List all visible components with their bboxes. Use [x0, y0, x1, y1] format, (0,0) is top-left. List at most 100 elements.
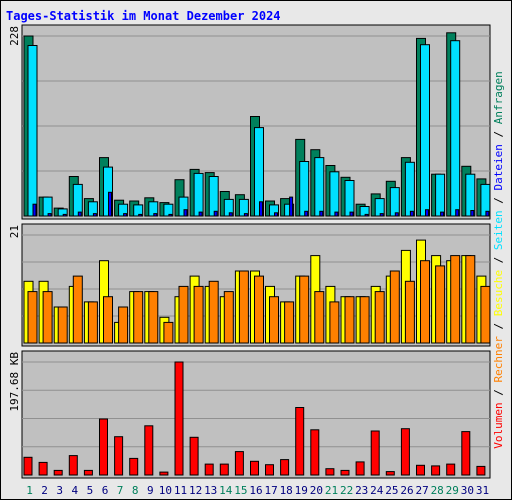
bar-seiten-day-11: [183, 209, 188, 217]
bar-rechner-day-15: [238, 270, 249, 344]
legend-item-2: Rechner: [492, 336, 505, 383]
bar-rechner-day-7: [118, 306, 129, 344]
bar-seiten-day-22: [349, 211, 354, 217]
panel-bottom: 197.68 KB: [8, 350, 491, 479]
chart-title: Tages-Statistik im Monat Dezember 2024: [6, 9, 281, 23]
x-tick-label-day-7: 7: [117, 484, 124, 497]
panels-layer: 228 21 197.68 KB: [8, 24, 491, 479]
bar-volumen-day-30: [461, 431, 471, 476]
bar-seiten-day-18: [289, 196, 294, 217]
bar-seiten-day-10: [168, 213, 173, 217]
x-tick-label-day-22: 22: [340, 484, 353, 497]
x-tick-label-day-25: 25: [385, 484, 398, 497]
bar-rechner-day-17: [269, 296, 279, 344]
bar-volumen-day-21: [325, 468, 335, 476]
legend-item-9: /: [492, 124, 505, 144]
bar-volumen-day-4: [68, 455, 78, 476]
bar-volumen-day-23: [355, 461, 365, 476]
bar-volumen-day-19: [295, 407, 305, 476]
bar-dateien-day-21: [329, 171, 340, 217]
bar-seiten-day-12: [198, 211, 203, 217]
bar-dateien-day-27: [420, 44, 430, 217]
x-tick-label-day-26: 26: [400, 484, 413, 497]
bar-rechner-day-16: [254, 275, 264, 344]
x-tick-label-day-10: 10: [159, 484, 172, 497]
x-tick-label-day-1: 1: [26, 484, 33, 497]
bar-rechner-day-14: [223, 291, 234, 344]
legend-item-3: /: [492, 316, 505, 336]
legend-item-6: Seiten: [492, 210, 505, 250]
bar-volumen-day-18: [280, 459, 290, 476]
bar-volumen-day-5: [83, 469, 93, 476]
bar-seiten-day-31: [485, 210, 490, 217]
legend-item-1: /: [492, 383, 505, 403]
x-tick-label-day-15: 15: [234, 484, 247, 497]
bar-seiten-day-2: [47, 213, 52, 217]
bar-dateien-day-29: [450, 40, 461, 217]
bar-rechner-day-1: [27, 291, 38, 344]
bar-volumen-day-16: [250, 460, 259, 476]
x-tick-label-day-5: 5: [87, 484, 94, 497]
bar-volumen-day-9: [144, 425, 154, 476]
x-tick-label-day-11: 11: [174, 484, 187, 497]
x-tick-label-day-4: 4: [71, 484, 78, 497]
x-tick-label-day-23: 23: [355, 484, 368, 497]
bar-dateien-day-30: [465, 173, 476, 217]
bar-volumen-day-27: [416, 464, 425, 476]
bar-rechner-day-6: [103, 296, 113, 344]
x-tick-label-day-17: 17: [264, 484, 277, 497]
bar-seiten-day-9: [153, 213, 158, 217]
bar-rechner-day-27: [420, 260, 430, 344]
bar-rechner-day-11: [178, 285, 189, 344]
bar-rechner-day-31: [480, 285, 491, 344]
bar-volumen-day-14: [219, 463, 229, 476]
bar-seiten-day-5: [92, 213, 97, 217]
bar-rechner-day-25: [389, 270, 400, 344]
bar-seiten-day-25: [394, 212, 399, 217]
bar-seiten-day-4: [77, 211, 82, 217]
x-tick-label-day-16: 16: [249, 484, 262, 497]
bar-seiten-day-27: [425, 209, 429, 217]
x-tick-label-day-18: 18: [280, 484, 293, 497]
bar-rechner-day-28: [435, 265, 446, 344]
x-tick-label-day-6: 6: [102, 484, 109, 497]
vertical-legend: Volumen / Rechner / Besuche / Seiten / D…: [492, 71, 505, 449]
x-tick-label-day-19: 19: [295, 484, 308, 497]
x-tick-label-day-13: 13: [204, 484, 217, 497]
legend-item-8: Dateien: [492, 144, 505, 190]
bar-volumen-day-24: [370, 430, 380, 476]
bar-seiten-day-19: [304, 210, 309, 217]
x-tick-label-day-12: 12: [189, 484, 202, 497]
bar-dateien-day-25: [389, 187, 400, 217]
bar-volumen-day-3: [53, 469, 63, 476]
bar-dateien-day-26: [404, 161, 415, 217]
bar-volumen-day-10: [159, 471, 169, 476]
x-tick-label-day-9: 9: [147, 484, 154, 497]
panel-bottom-background: [21, 350, 491, 479]
bar-dateien-day-28: [435, 173, 446, 217]
x-tick-label-day-24: 24: [370, 484, 384, 497]
bar-seiten-day-29: [455, 209, 460, 217]
bar-rechner-day-9: [148, 291, 159, 344]
bar-rechner-day-26: [404, 280, 415, 344]
bar-seiten-day-14: [228, 212, 233, 217]
bar-dateien-day-12: [193, 172, 204, 217]
bar-dateien-day-22: [344, 180, 355, 217]
x-tick-label-day-3: 3: [56, 484, 63, 497]
legend-item-4: Besuche: [492, 270, 505, 316]
panel-middle: 21: [8, 223, 491, 347]
bar-seiten-day-24: [379, 213, 384, 217]
bar-rechner-day-21: [329, 301, 340, 344]
bar-volumen-day-25: [385, 471, 395, 476]
bar-seiten-day-26: [409, 210, 414, 217]
bar-rechner-day-5: [87, 301, 98, 344]
bar-volumen-day-28: [431, 465, 441, 476]
bar-volumen-day-13: [204, 463, 214, 476]
bar-dateien-day-1: [27, 45, 38, 217]
bar-dateien-day-13: [208, 176, 219, 217]
bar-seiten-day-6: [108, 191, 112, 217]
bar-rechner-day-10: [163, 321, 174, 344]
bar-volumen-day-15: [234, 451, 244, 476]
bar-dateien-day-19: [299, 161, 310, 217]
bar-seiten-day-8: [138, 213, 143, 217]
